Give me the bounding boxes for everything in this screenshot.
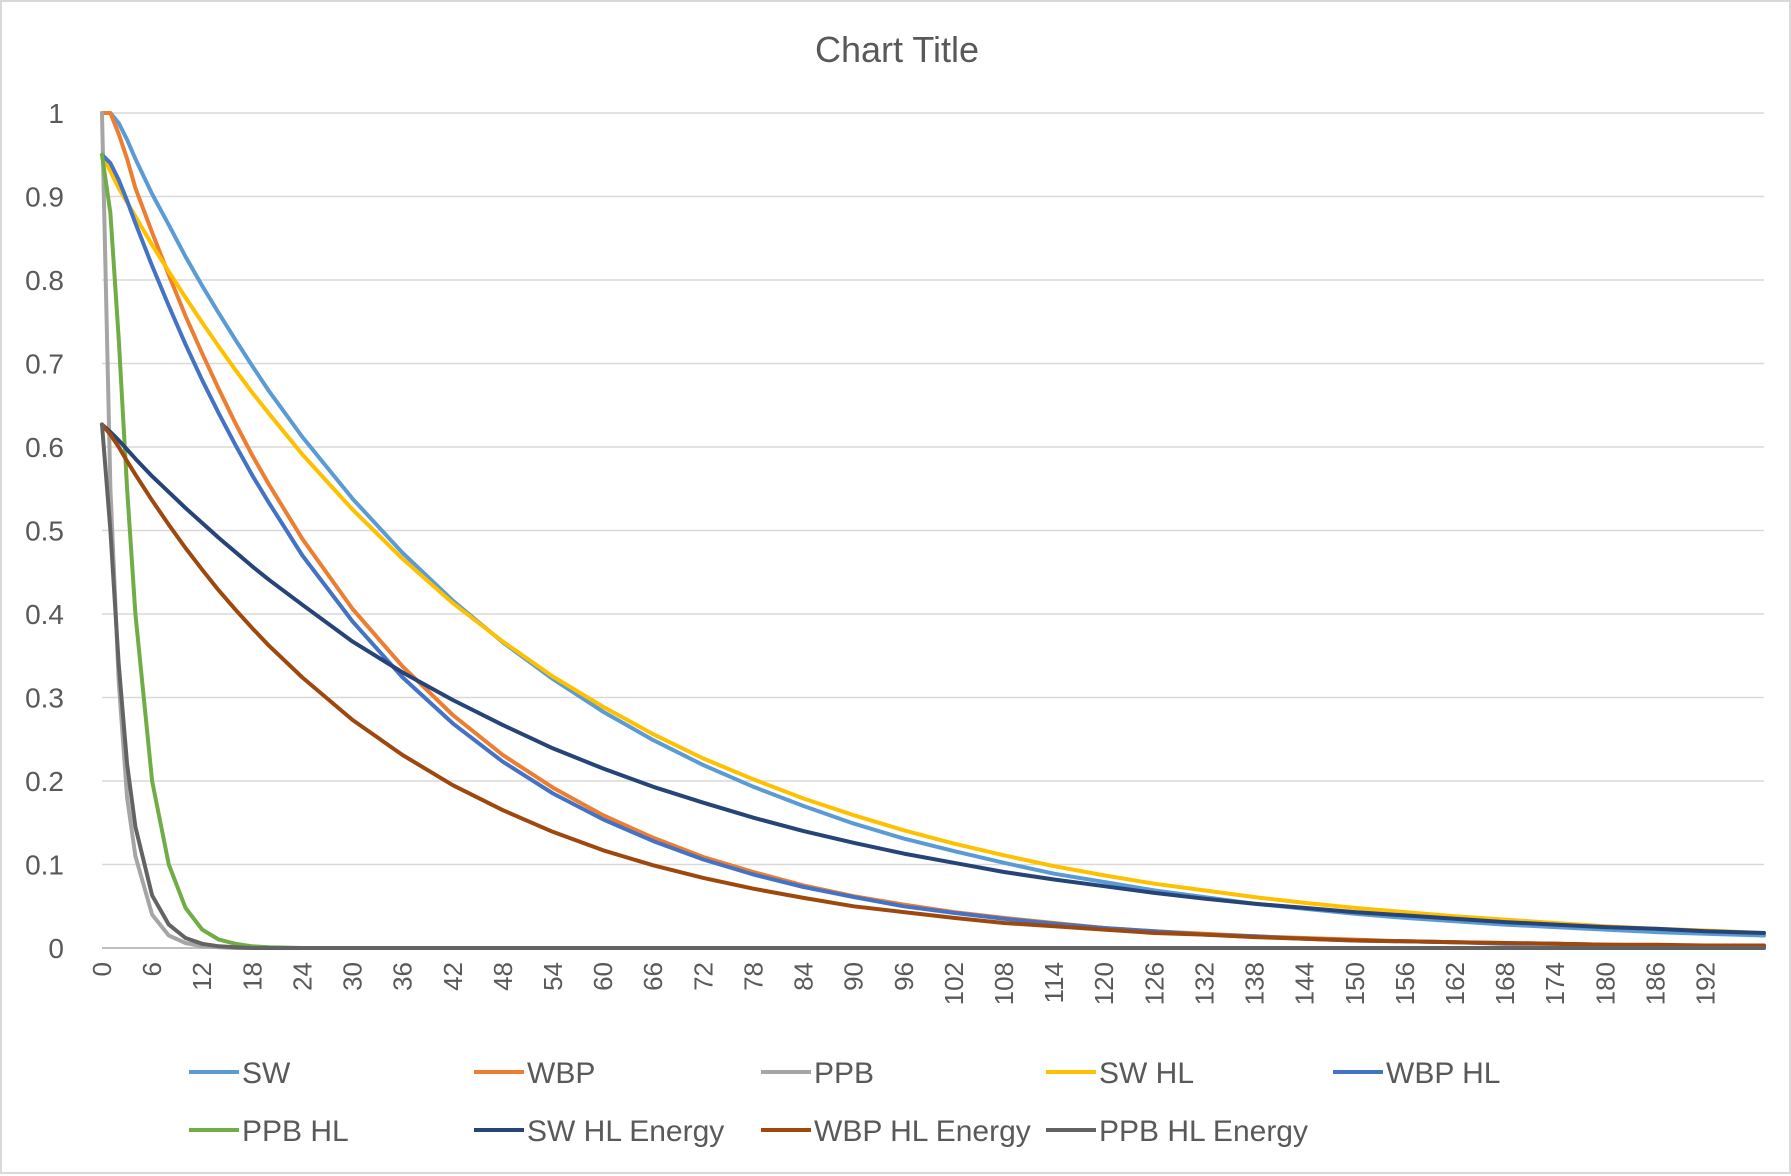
gridlines xyxy=(102,112,1764,866)
legend-item-sw-hl-energy: SW HL Energy xyxy=(474,1115,724,1148)
x-tick-label: 90 xyxy=(839,962,869,991)
series-line-wbp-hl-energy xyxy=(100,422,1766,948)
legend-label: WBP HL xyxy=(1386,1057,1500,1090)
series-line-sw-hl xyxy=(100,152,1766,935)
legend-item-wbp: WBP xyxy=(474,1057,595,1090)
x-tick-label: 36 xyxy=(388,962,418,991)
x-tick-label: 42 xyxy=(438,962,468,991)
x-tick-label: 0 xyxy=(87,962,117,976)
x-tick-label: 168 xyxy=(1490,962,1520,1005)
legend-item-sw-hl: SW HL xyxy=(1046,1057,1194,1090)
legend-label: SW xyxy=(242,1057,291,1090)
y-tick-label: 0.2 xyxy=(25,766,64,797)
x-tick-label: 48 xyxy=(488,962,518,991)
legend-label: PPB HL Energy xyxy=(1099,1115,1308,1148)
legend-item-wbp-hl-energy: WBP HL Energy xyxy=(761,1115,1031,1148)
series-line-ppb-hl-energy xyxy=(100,422,1766,950)
x-tick-label: 192 xyxy=(1691,962,1721,1005)
y-tick-label: 0 xyxy=(48,933,64,964)
x-tick-label: 144 xyxy=(1290,962,1320,1005)
y-tick-label: 0.8 xyxy=(25,265,64,296)
y-tick-label: 0.7 xyxy=(25,349,64,380)
legend: SW WBP PPB SW HL WBP HL PPB HL SW HL Energy WBP… xyxy=(189,1057,1500,1148)
legend-item-ppb: PPB xyxy=(761,1057,874,1090)
x-tick-label: 24 xyxy=(287,962,317,991)
x-tick-label: 30 xyxy=(338,962,368,991)
x-tick-label: 132 xyxy=(1189,962,1219,1005)
x-tick-label: 102 xyxy=(939,962,969,1005)
series-line-wbp xyxy=(100,111,1766,949)
x-tick-label: 108 xyxy=(989,962,1019,1005)
x-tick-label: 186 xyxy=(1640,962,1670,1005)
legend-label: SW HL Energy xyxy=(527,1115,724,1148)
y-tick-label: 0.1 xyxy=(25,850,64,881)
legend-item-wbp-hl: WBP HL xyxy=(1333,1057,1500,1090)
y-tick-label: 0.4 xyxy=(25,599,64,630)
series-line-sw xyxy=(100,111,1766,938)
y-tick-label: 1 xyxy=(48,98,64,129)
legend-item-ppb-hl: PPB HL xyxy=(189,1115,349,1148)
x-tick-label: 66 xyxy=(638,962,668,991)
x-tick-label: 180 xyxy=(1590,962,1620,1005)
x-tick-label: 84 xyxy=(789,962,819,991)
chart-title: Chart Title xyxy=(815,29,979,70)
y-tick-label: 0.9 xyxy=(25,182,64,213)
y-tick-label: 0.5 xyxy=(25,516,64,547)
legend-item-sw: SW xyxy=(189,1057,291,1090)
x-tick-label: 18 xyxy=(237,962,267,991)
legend-label: PPB HL xyxy=(242,1115,349,1148)
x-tick-label: 174 xyxy=(1540,962,1570,1005)
legend-label: WBP xyxy=(527,1057,595,1090)
y-tick-label: 0.6 xyxy=(25,432,64,463)
x-tick-label: 60 xyxy=(588,962,618,991)
series-line-ppb-hl xyxy=(100,152,1766,950)
x-tick-label: 54 xyxy=(538,962,568,991)
legend-item-ppb-hl-energy: PPB HL Energy xyxy=(1046,1115,1308,1148)
x-tick-label: 12 xyxy=(187,962,217,991)
y-tick-label: 0.3 xyxy=(25,683,64,714)
series-line-sw-hl-energy xyxy=(100,422,1766,935)
legend-label: PPB xyxy=(814,1057,874,1090)
x-tick-label: 72 xyxy=(688,962,718,991)
x-tick-label: 126 xyxy=(1139,962,1169,1005)
x-tick-label: 156 xyxy=(1390,962,1420,1005)
legend-label: SW HL xyxy=(1099,1057,1194,1090)
legend-label: WBP HL Energy xyxy=(814,1115,1031,1148)
series-line-wbp-hl xyxy=(100,152,1766,949)
x-tick-label: 114 xyxy=(1039,962,1069,1003)
x-tick-label: 150 xyxy=(1340,962,1370,1005)
x-tick-label: 138 xyxy=(1240,962,1270,1005)
x-tick-label: 78 xyxy=(738,962,768,991)
x-tick-label: 120 xyxy=(1089,962,1119,1005)
x-tick-label: 6 xyxy=(137,962,167,976)
axes: 0 0.1 0.2 0.3 0.4 0.5 0.6 0.7 0.8 0.9 1 0 6 12 18 24 30 3… xyxy=(25,98,1764,1005)
series-lines xyxy=(100,111,1766,950)
x-tick-label: 162 xyxy=(1440,962,1470,1005)
x-tick-label: 96 xyxy=(889,962,919,991)
